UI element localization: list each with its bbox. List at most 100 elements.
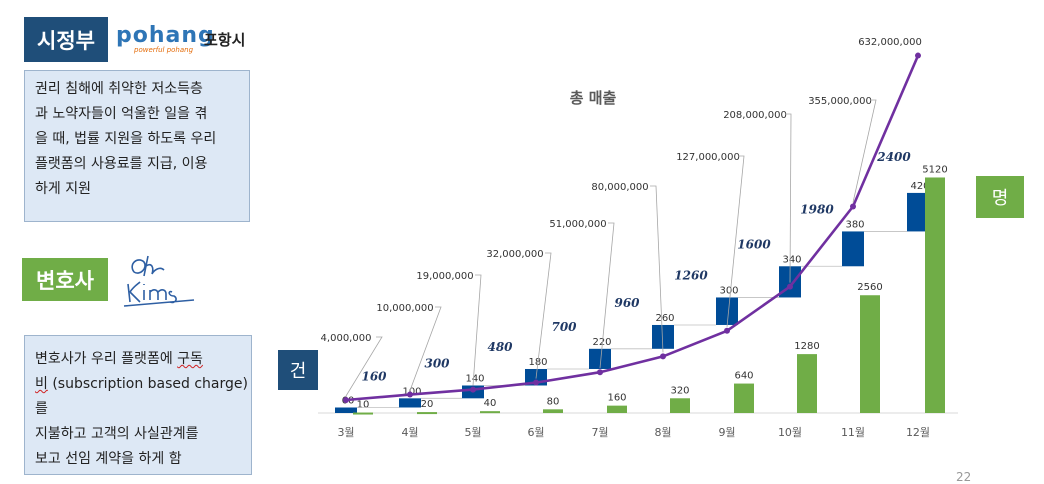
revenue-leader xyxy=(535,252,552,379)
people-bar-label: 1280 xyxy=(794,341,819,352)
lawyer-tag: 변호사 xyxy=(22,258,108,301)
pohang-logo: pohang powerful pohang 포항시 xyxy=(116,25,266,57)
revenue-leader xyxy=(785,113,792,283)
revenue-leader xyxy=(409,306,442,391)
x-tick-label: 3월 xyxy=(337,426,354,439)
revenue-label: 10,000,000 xyxy=(376,303,433,314)
cases-bar-label: 100 xyxy=(402,386,421,397)
note-line: 지불하고 고객의 사실관계를 xyxy=(35,426,199,442)
cumulative-label: 700 xyxy=(551,320,577,334)
cases-bar xyxy=(335,407,357,413)
x-tick-label: 9월 xyxy=(718,426,735,439)
cases-bar-label: 140 xyxy=(465,373,484,384)
cumulative-label: 160 xyxy=(361,369,387,383)
logo-subtext: powerful pohang xyxy=(134,46,194,54)
revenue-leader xyxy=(650,185,664,353)
x-tick-label: 5월 xyxy=(464,426,481,439)
note-text: (subscription based charge)를 xyxy=(35,376,248,417)
revenue-label: 4,000,000 xyxy=(321,333,372,344)
callout-cases: 건 xyxy=(278,350,318,390)
cases-bar xyxy=(652,324,674,349)
note-line: 을 때, 법률 지원을 하도록 우리 xyxy=(35,131,217,147)
revenue-label: 51,000,000 xyxy=(549,219,606,230)
people-bar xyxy=(860,295,880,413)
revenue-point xyxy=(787,283,793,290)
note-line: 변호사가 우리 플랫폼에 구독 xyxy=(35,347,251,372)
people-bar-label: 160 xyxy=(607,393,626,404)
revenue-label: 127,000,000 xyxy=(676,152,740,163)
revenue-label: 208,000,000 xyxy=(723,110,787,121)
people-bar-label: 80 xyxy=(547,396,560,407)
x-tick-label: 11월 xyxy=(841,426,865,439)
cumulative-label: 2400 xyxy=(876,150,911,164)
people-bar xyxy=(480,411,500,414)
cases-bar-label: 260 xyxy=(655,313,674,324)
revenue-leader xyxy=(472,274,482,386)
people-bar-label: 320 xyxy=(670,385,689,396)
cases-bar xyxy=(716,297,738,325)
cases-bar-label: 220 xyxy=(592,337,611,348)
government-support-note: 권리 침해에 취약한 저소득층 과 노약자들이 억울한 일을 겪 을 때, 법률… xyxy=(24,70,250,222)
x-tick-label: 7월 xyxy=(591,426,608,439)
chart-title: 총 매출 xyxy=(570,89,617,107)
cases-bar xyxy=(399,398,421,408)
revenue-point xyxy=(470,386,476,393)
people-bar xyxy=(353,412,373,415)
people-bar xyxy=(734,383,754,413)
revenue-point xyxy=(533,379,539,386)
people-bar xyxy=(417,412,437,415)
cumulative-label: 1600 xyxy=(737,237,771,251)
people-bar xyxy=(797,354,817,413)
revenue-leader xyxy=(345,336,383,397)
people-bar xyxy=(607,405,627,413)
city-government-tag: 시정부 xyxy=(24,17,108,62)
people-bar-label: 640 xyxy=(734,371,753,382)
cases-bar-label: 420 xyxy=(910,181,929,192)
x-tick-label: 12월 xyxy=(906,426,930,439)
revenue-label: 32,000,000 xyxy=(486,249,543,260)
people-bar-label: 5120 xyxy=(922,164,947,175)
revenue-label: 355,000,000 xyxy=(808,96,872,107)
people-bar xyxy=(670,398,690,413)
note-line: 하게 지원 xyxy=(35,181,91,197)
cases-bar xyxy=(907,192,929,232)
revenue-leader xyxy=(726,155,745,327)
note-text-marked: 비 xyxy=(35,376,48,392)
people-bar xyxy=(543,409,563,413)
x-tick-label: 6월 xyxy=(527,426,544,439)
x-tick-label: 4월 xyxy=(401,426,418,439)
cases-bar-label: 380 xyxy=(845,219,864,230)
revenue-leader xyxy=(852,99,877,203)
people-bar-label: 40 xyxy=(484,398,497,409)
note-line: 과 노약자들이 억울한 일을 겪 xyxy=(35,106,208,122)
revenue-point xyxy=(915,52,921,59)
note-line: 보고 선임 계약을 하게 함 xyxy=(35,451,182,467)
revenue-point xyxy=(724,327,730,334)
people-bar-label: 20 xyxy=(421,399,434,410)
revenue-point xyxy=(660,353,666,360)
lawyer-signature xyxy=(123,255,195,307)
note-line: 비 (subscription based charge)를 xyxy=(35,372,251,422)
note-line: 권리 침해에 취약한 저소득층 xyxy=(35,81,203,97)
cases-bar xyxy=(589,348,611,369)
logo-text: pohang xyxy=(116,23,215,48)
lawyer-subscription-note: 변호사가 우리 플랫폼에 구독 비 (subscription based ch… xyxy=(24,335,252,475)
cases-bar xyxy=(842,231,864,267)
revenue-point xyxy=(597,369,603,376)
revenue-point xyxy=(407,391,413,398)
cumulative-label: 1980 xyxy=(800,202,834,216)
cumulative-label: 300 xyxy=(424,356,450,370)
note-text-marked: 구독 xyxy=(177,351,203,367)
cases-bar-label: 300 xyxy=(719,285,738,296)
x-tick-label: 8월 xyxy=(654,426,671,439)
revenue-point xyxy=(850,203,856,210)
note-text: 변호사가 우리 플랫폼에 xyxy=(35,351,178,367)
logo-korean: 포항시 xyxy=(204,31,246,49)
page-number: 22 xyxy=(956,470,972,484)
revenue-leader xyxy=(599,222,615,369)
cumulative-label: 480 xyxy=(487,340,513,354)
revenue-label: 19,000,000 xyxy=(416,271,473,282)
cases-bar-label: 340 xyxy=(782,254,801,265)
revenue-label: 80,000,000 xyxy=(591,182,648,193)
